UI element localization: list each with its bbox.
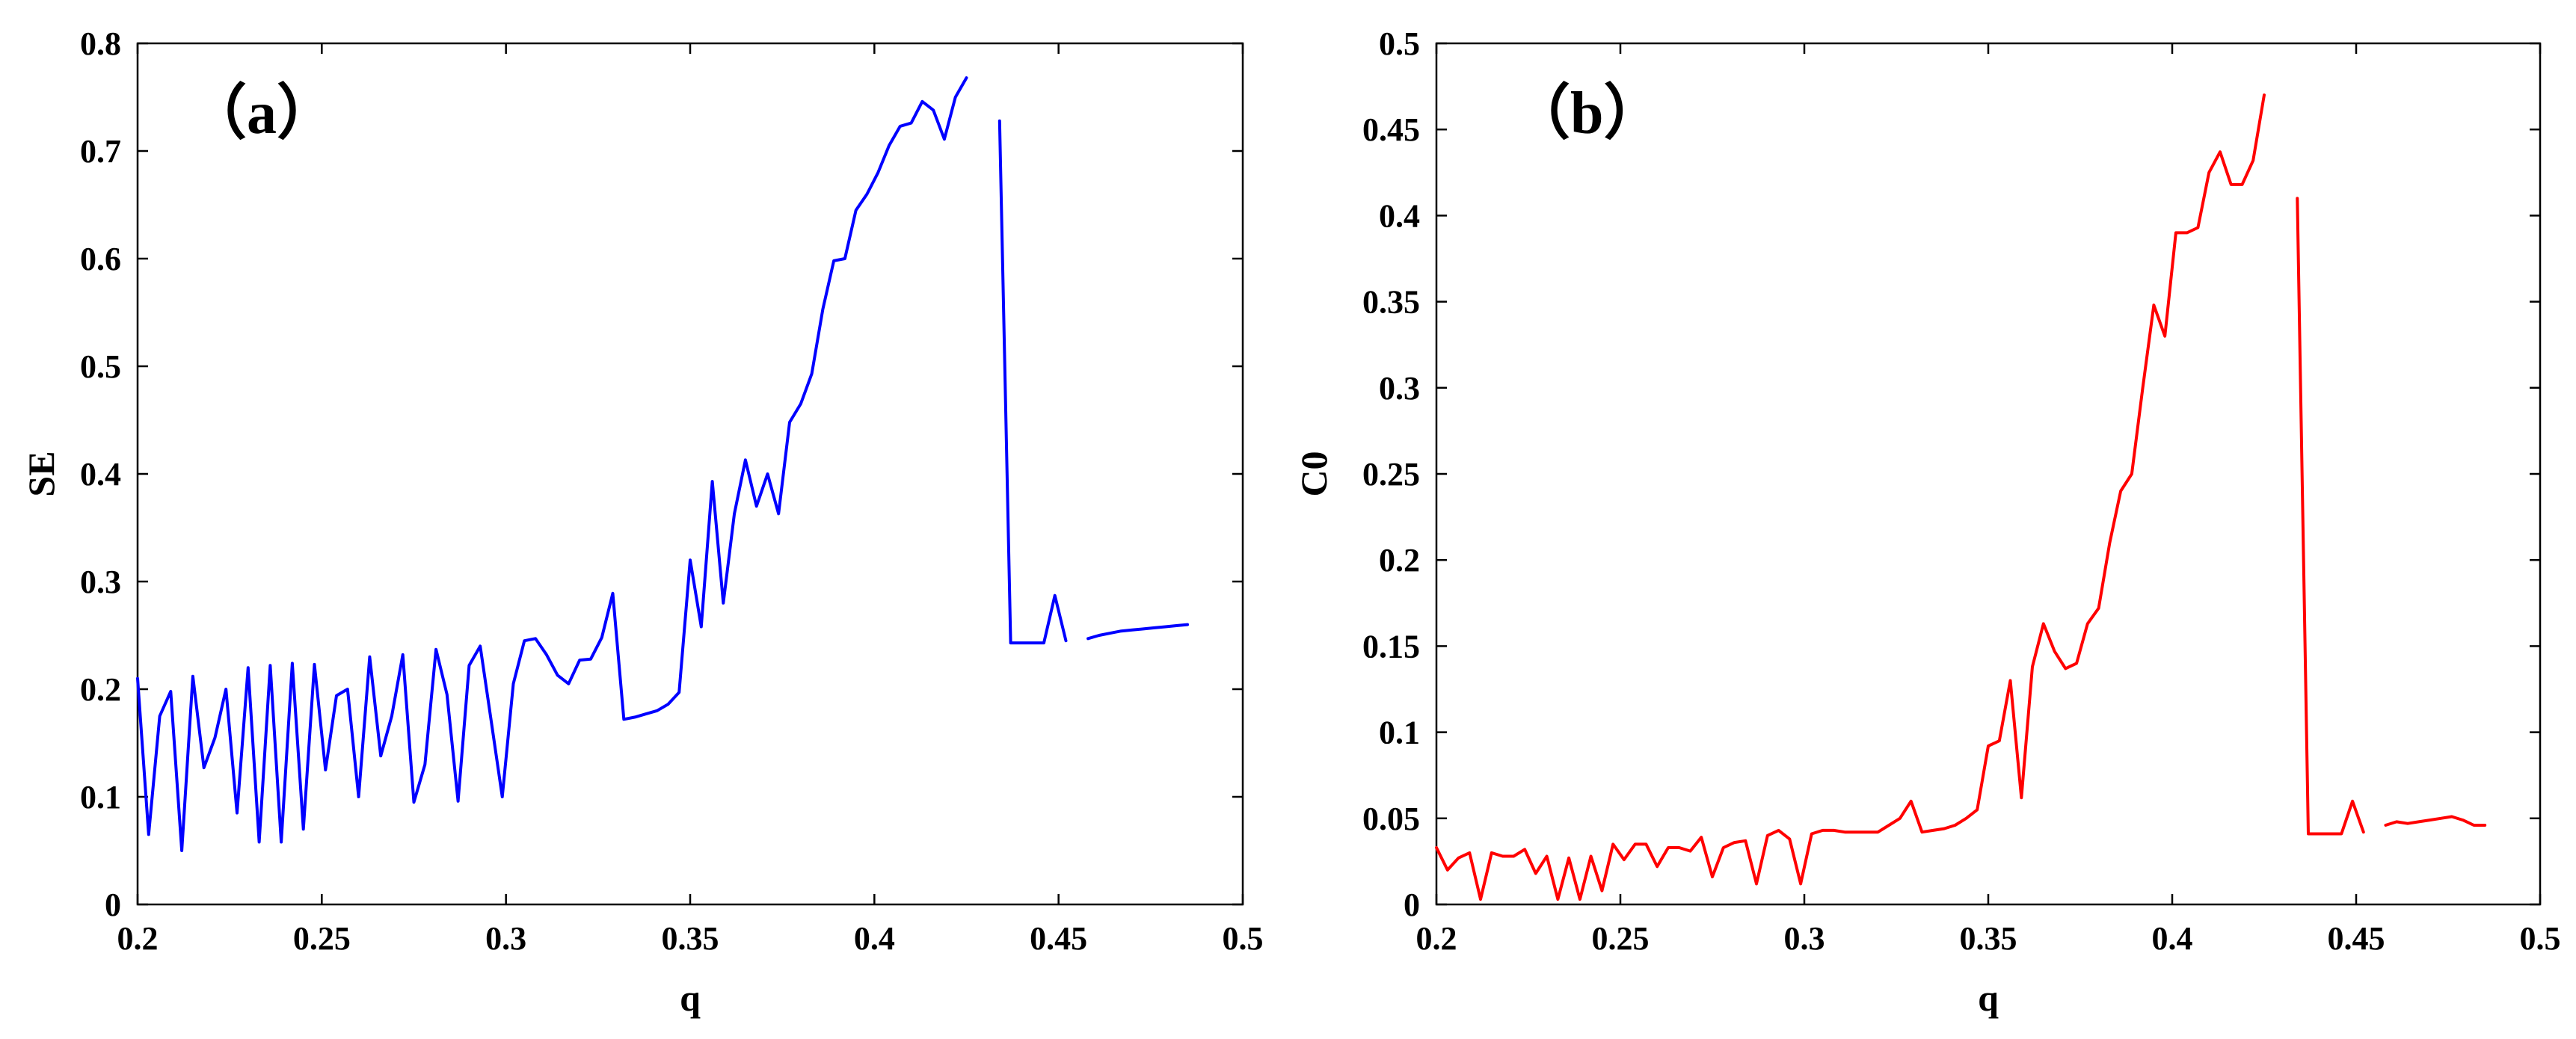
data-series bbox=[1435, 93, 2487, 901]
x-axis-label: q bbox=[680, 977, 701, 1019]
chart-panel-b: 0.2 0.25 0.3 0.35 0.4 0.45 0.5 00.050.10.150.2… bbox=[1293, 25, 2561, 1019]
series-line-segment bbox=[1435, 93, 2266, 901]
x-tick-label: 0.5 bbox=[1223, 920, 1264, 957]
y-tick-label: 0 bbox=[1404, 887, 1420, 923]
y-tick-label: 0.45 bbox=[1362, 111, 1420, 148]
x-tick-label: 0.45 bbox=[1030, 920, 1087, 957]
y-axis-ticks: 0 0.05 0.1 0.15 0.2 0.25 0.3 0.35 0.4 0.45 0.5 bbox=[1362, 25, 2540, 923]
series-line-segment bbox=[136, 76, 968, 852]
y-tick-label: 0.7 bbox=[80, 133, 121, 170]
y-tick-label: 0.5 bbox=[1379, 25, 1420, 62]
x-tick-label: 0.2 bbox=[117, 920, 159, 957]
y-tick-label: 0.25 bbox=[1362, 456, 1420, 493]
x-tick-label: 0.2 bbox=[1416, 920, 1457, 957]
series-line-segment bbox=[2296, 197, 2365, 836]
panel-label: （a） bbox=[187, 81, 336, 147]
y-axis-label: SE bbox=[20, 451, 62, 496]
y-tick-label: 0.3 bbox=[80, 564, 121, 600]
x-tick-label: 0.4 bbox=[2152, 920, 2193, 957]
x-axis-label: q bbox=[1978, 977, 1999, 1019]
x-axis-ticks: 0.2 0.25 0.3 0.35 0.4 0.45 0.5 bbox=[117, 43, 1264, 957]
x-tick-label: 0.3 bbox=[1784, 920, 1825, 957]
x-tick-label: 0.25 bbox=[1592, 920, 1650, 957]
x-tick-label: 0.35 bbox=[1960, 920, 2017, 957]
y-tick-label: 0.2 bbox=[1379, 542, 1420, 579]
x-axis-ticks: 0.2 0.25 0.3 0.35 0.4 0.45 0.5 bbox=[1416, 43, 2561, 957]
y-tick-label: 0.5 bbox=[80, 348, 121, 385]
y-tick-label: 0 bbox=[105, 887, 121, 923]
x-tick-label: 0.3 bbox=[485, 920, 526, 957]
y-tick-label: 0.4 bbox=[1379, 197, 1420, 234]
x-tick-label: 0.5 bbox=[2520, 920, 2561, 957]
series-line-segment bbox=[2384, 815, 2487, 827]
y-tick-label: 0.3 bbox=[1379, 370, 1420, 407]
y-tick-label: 0.2 bbox=[80, 671, 121, 708]
x-tick-label: 0.25 bbox=[293, 920, 351, 957]
y-tick-label: 0.8 bbox=[80, 25, 121, 62]
series-line-segment bbox=[1086, 623, 1190, 641]
y-tick-label: 0.35 bbox=[1362, 284, 1420, 321]
series-line-segment bbox=[997, 119, 1068, 645]
chart-panel-a: 0.2 0.25 0.3 0.35 0.4 0.45 0.5 00.10.20.30.40.… bbox=[20, 25, 1264, 1019]
y-tick-label: 0.4 bbox=[80, 456, 121, 493]
x-tick-label: 0.4 bbox=[854, 920, 895, 957]
y-tick-label: 0.1 bbox=[80, 779, 121, 816]
panel-label: （b） bbox=[1510, 81, 1664, 147]
y-tick-label: 0.1 bbox=[1379, 715, 1420, 751]
x-tick-label: 0.45 bbox=[2328, 920, 2385, 957]
data-series bbox=[136, 76, 1190, 852]
y-axis-label: C0 bbox=[1293, 451, 1335, 496]
y-tick-label: 0.05 bbox=[1362, 801, 1420, 837]
x-tick-label: 0.35 bbox=[662, 920, 719, 957]
plot-frame bbox=[1435, 42, 2542, 906]
y-tick-label: 0.15 bbox=[1362, 628, 1420, 665]
y-tick-label: 0.6 bbox=[80, 241, 121, 277]
plot-frame bbox=[136, 42, 1244, 906]
